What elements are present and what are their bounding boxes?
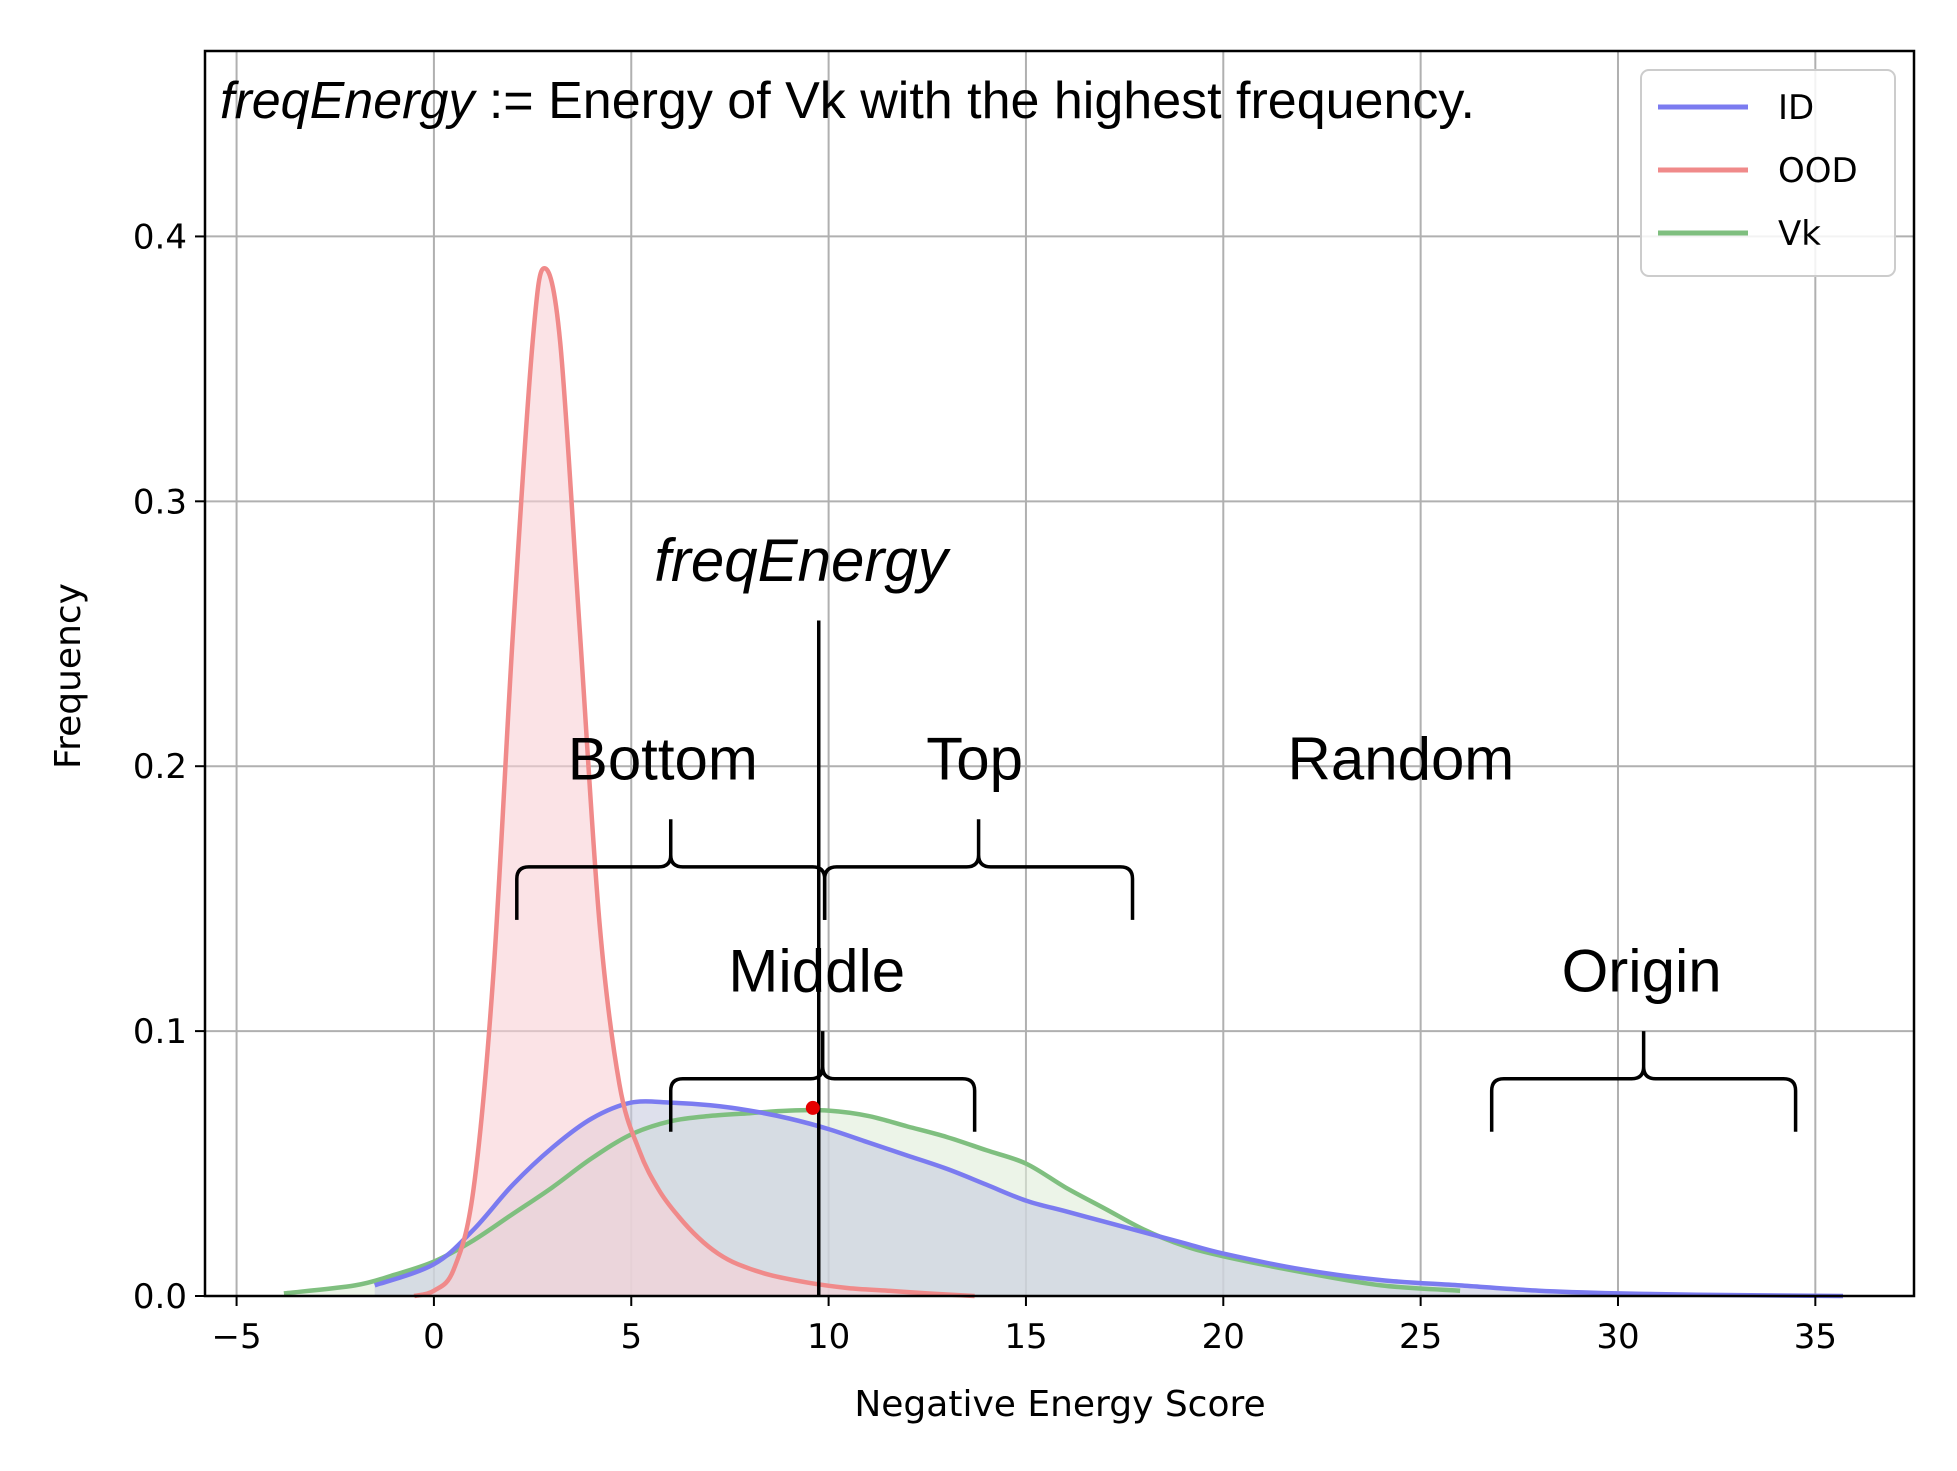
legend: ID OOD Vk xyxy=(1640,69,1896,277)
legend-label-id: ID xyxy=(1778,88,1814,128)
annotation-origin: Origin xyxy=(1562,937,1722,1004)
legend-frame xyxy=(1640,69,1896,277)
annotation-bottom: Bottom xyxy=(568,725,758,792)
annotation-freqenergy: freqEnergy xyxy=(654,527,951,594)
x-tick-label: −5 xyxy=(212,1317,262,1357)
x-tick-label: 35 xyxy=(1794,1317,1837,1357)
annotation-top: Top xyxy=(926,725,1023,792)
brace-middle xyxy=(668,1031,977,1132)
x-tick-label: 30 xyxy=(1596,1317,1639,1357)
x-tick-label: 10 xyxy=(807,1317,850,1357)
y-axis-label: Frequency xyxy=(48,583,89,769)
y-tick-label: 0.3 xyxy=(133,482,187,522)
axis-ticks: −5 0 5 10 15 20 25 30 35 0.0 0.1 0.2 0.3 0.4 xyxy=(133,217,1837,1357)
line-vk xyxy=(283,1107,1461,1296)
annotations: freqEnergy Bottom Top Random Middle Origin xyxy=(515,527,1798,1296)
x-tick-label: 20 xyxy=(1202,1317,1245,1357)
freq-energy-marker xyxy=(805,1100,820,1115)
area-ood xyxy=(414,268,975,1297)
legend-label-vk: Vk xyxy=(1778,214,1821,254)
density-lines xyxy=(283,265,1844,1299)
legend-label-ood: OOD xyxy=(1778,151,1858,191)
x-axis-label: Negative Energy Score xyxy=(854,1384,1265,1425)
x-tick-label: 5 xyxy=(620,1317,642,1357)
x-tick-label: 25 xyxy=(1399,1317,1442,1357)
area-id xyxy=(374,1101,1844,1296)
x-tick-label: 15 xyxy=(1004,1317,1047,1357)
brace-origin xyxy=(1489,1031,1798,1132)
brace-top xyxy=(822,819,1135,920)
line-ood xyxy=(413,265,975,1299)
y-tick-label: 0.1 xyxy=(133,1012,187,1052)
y-tick-label: 0.2 xyxy=(133,747,187,787)
headline-definition: := Energy of Vk with the highest frequen… xyxy=(474,72,1475,130)
headline-italic-term: freqEnergy xyxy=(220,72,477,130)
y-tick-label: 0.0 xyxy=(133,1277,187,1317)
headline: freqEnergy := Energy of Vk with the high… xyxy=(220,72,1475,130)
y-tick-label: 0.4 xyxy=(133,217,187,257)
line-id xyxy=(373,1099,1844,1299)
density-fills xyxy=(283,268,1844,1297)
annotation-middle: Middle xyxy=(728,937,905,1004)
plot-frame xyxy=(203,49,1916,1298)
x-tick-label: 0 xyxy=(423,1317,445,1357)
annotation-random: Random xyxy=(1288,725,1515,792)
